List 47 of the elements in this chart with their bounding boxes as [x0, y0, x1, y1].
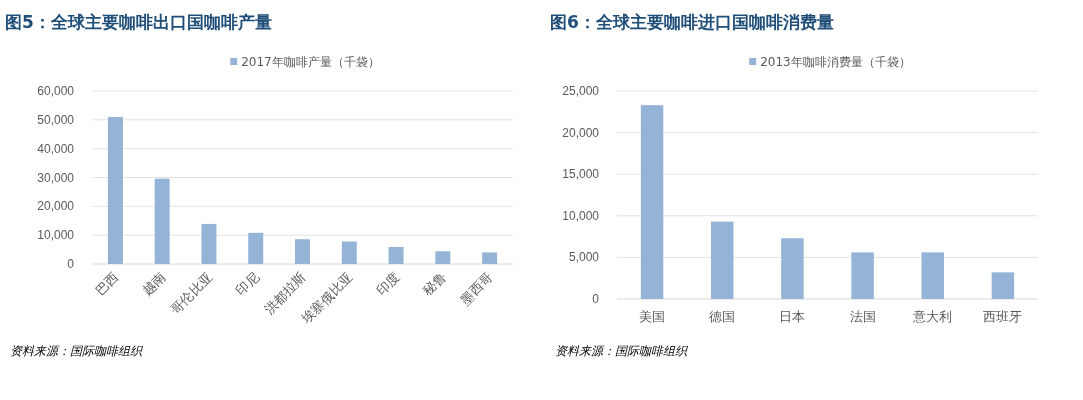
y-tick-label: 60,000: [37, 84, 75, 98]
y-tick-label: 0: [592, 292, 600, 306]
bar: [295, 239, 310, 264]
x-tick-label: 法国: [849, 309, 876, 324]
y-tick-label: 25,000: [562, 84, 600, 98]
bar: [107, 116, 123, 264]
x-tick-label: 日本: [779, 309, 806, 324]
y-tick-label: 15,000: [562, 167, 600, 182]
bar: [921, 252, 944, 299]
bar: [388, 246, 404, 264]
bar: [482, 252, 498, 264]
bar: [154, 178, 170, 264]
chart-title: 图6：全球主要咖啡进口国咖啡消费量: [550, 12, 834, 32]
x-tick-label: 秘鲁: [419, 269, 449, 299]
chart-title: 图5：全球主要咖啡出口国咖啡产量: [5, 12, 272, 32]
legend-label: 2017年咖啡产量（千袋）: [241, 55, 380, 69]
x-tick-label: 意大利: [912, 309, 953, 324]
x-tick-label: 越南: [139, 269, 169, 299]
legend-label: 2013年咖啡消费量（千袋）: [760, 55, 911, 69]
y-tick-label: 50,000: [37, 112, 75, 127]
y-tick-label: 40,000: [37, 141, 75, 156]
y-tick-label: 10,000: [562, 208, 600, 223]
y-tick-label: 5,000: [568, 250, 600, 265]
bar: [201, 223, 217, 264]
y-tick-label: 20,000: [37, 199, 75, 214]
x-tick-label: 巴西: [92, 269, 122, 299]
bar: [248, 232, 264, 264]
y-tick-label: 0: [67, 257, 75, 271]
bar: [435, 251, 451, 264]
x-tick-label: 美国: [639, 309, 666, 324]
x-tick-label: 墨西哥: [457, 269, 496, 308]
text: 资料来源：国际咖啡组织: [10, 344, 143, 358]
bar: [711, 221, 734, 299]
x-tick-label: 印尼: [232, 269, 262, 299]
bar: [781, 238, 804, 299]
bar: [640, 105, 664, 299]
bar: [341, 241, 357, 264]
x-tick-label: 印度: [373, 269, 403, 299]
bar: [991, 272, 1015, 299]
x-tick-label: 德国: [709, 309, 736, 324]
y-tick-label: 20,000: [562, 125, 600, 140]
x-tick-label: 哥伦比亚: [167, 269, 216, 317]
bar: [851, 252, 874, 299]
text: 资料来源：国际咖啡组织: [555, 344, 688, 358]
y-tick-label: 10,000: [37, 228, 75, 243]
y-tick-label: 30,000: [37, 170, 75, 185]
x-tick-label: 西班牙: [983, 309, 1023, 324]
